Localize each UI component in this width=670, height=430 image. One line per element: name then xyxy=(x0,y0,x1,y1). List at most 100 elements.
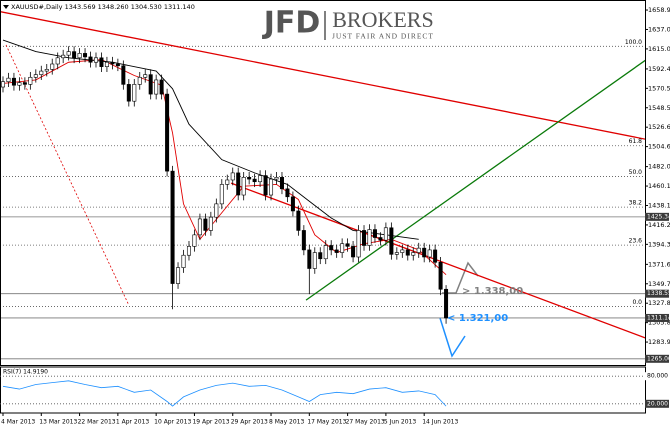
y-tick-label: 1283.91 xyxy=(648,338,670,346)
candle-body xyxy=(345,243,350,247)
candle-body xyxy=(1,81,6,88)
rsi-pane-border xyxy=(0,366,646,414)
y-tick-label: 1615.06 xyxy=(648,45,670,53)
brand-name: BROKERS xyxy=(332,7,433,32)
candle-body xyxy=(362,230,367,246)
rsi-level-box xyxy=(645,399,669,408)
candle-body xyxy=(367,229,372,246)
candle-body xyxy=(400,249,405,253)
trendline xyxy=(230,182,645,339)
candle-body xyxy=(334,249,339,253)
candle-body xyxy=(121,65,126,85)
x-tick-label: 27 May 2013 xyxy=(346,419,385,426)
symbol-marker xyxy=(3,5,9,9)
candle-body xyxy=(192,234,197,247)
y-tick-label: 1327.80 xyxy=(648,299,670,307)
candle-body xyxy=(203,218,208,231)
candle-body xyxy=(39,70,44,75)
candle-body xyxy=(181,254,186,268)
candle-body xyxy=(274,177,279,180)
candle-body xyxy=(50,63,55,70)
candle-body xyxy=(236,172,241,196)
x-tick-label: 4 Mar 2013 xyxy=(1,419,35,426)
candle-body xyxy=(77,53,82,59)
y-tick-label: 1438.19 xyxy=(648,201,670,209)
candle-body xyxy=(159,79,164,95)
annotation: > 1.338,00 xyxy=(462,286,523,297)
price-level-label: 1338.55 xyxy=(647,290,670,297)
candle-body xyxy=(296,210,301,231)
candle-body xyxy=(214,203,219,218)
candle-body xyxy=(170,170,175,284)
candle-body xyxy=(340,243,345,253)
candle-body xyxy=(225,179,230,185)
candle-body xyxy=(110,61,115,65)
candle-body xyxy=(165,93,170,172)
price-level-box xyxy=(645,212,669,221)
frame xyxy=(0,0,646,414)
brand-mark: JFD xyxy=(262,6,321,41)
trendline xyxy=(1,11,645,140)
rsi-level-label: 20.000 xyxy=(647,400,668,407)
x-tick-label: 22 Mar 2013 xyxy=(78,419,116,426)
candle-body xyxy=(115,63,120,67)
candle-body xyxy=(137,76,142,85)
price-level-label: 1425.34 xyxy=(647,213,670,220)
projection-up xyxy=(442,261,479,294)
candle-body xyxy=(230,172,235,181)
moving-average xyxy=(2,39,419,240)
candle-body xyxy=(356,230,361,258)
candle-body xyxy=(258,175,263,183)
main-pane-border xyxy=(0,0,646,366)
x-tick-label: 5 Jun 2013 xyxy=(384,419,416,426)
y-tick-label: 1526.63 xyxy=(648,123,670,131)
x-tick-label: 19 Apr 2013 xyxy=(192,419,229,426)
fib-label: 23.6 xyxy=(629,238,643,245)
y-tick-label: 1371.69 xyxy=(648,260,670,268)
candle-body xyxy=(427,249,432,258)
candle-body xyxy=(285,188,290,198)
y-tick-label: 1305.85 xyxy=(648,319,670,327)
x-tick-label: 10 Apr 2013 xyxy=(154,419,191,426)
candle-body xyxy=(126,84,131,102)
candle-body xyxy=(28,76,33,85)
candle-body xyxy=(186,246,191,256)
x-tick-label: 13 Mar 2013 xyxy=(39,419,77,426)
candle-body xyxy=(351,246,356,258)
main-pane xyxy=(1,11,645,360)
rsi-level-box xyxy=(645,372,669,381)
y-tick-label: 1592.45 xyxy=(648,65,670,73)
fib-label: 50.0 xyxy=(629,169,643,176)
candle-body xyxy=(143,74,148,78)
y-tick-label: 1416.24 xyxy=(648,221,670,229)
y-tick-label: 1637.02 xyxy=(648,25,670,33)
candle-body xyxy=(312,252,317,269)
annotation: < 1.321,00 xyxy=(447,313,508,324)
price-level-box xyxy=(645,313,669,322)
brand: JFD BROKERS JUST FAIR AND DIRECT xyxy=(262,6,434,41)
candle-body xyxy=(83,53,88,58)
candle-body xyxy=(323,245,328,260)
candle-body xyxy=(372,229,377,238)
candle-body xyxy=(72,51,77,59)
candle-body xyxy=(6,77,11,83)
x-tick-label: 8 May 2013 xyxy=(269,419,304,426)
rsi-line xyxy=(2,380,447,407)
candle-body xyxy=(17,82,22,86)
candle-body xyxy=(269,178,274,196)
candle-body xyxy=(290,196,295,212)
y-tick-label: 1394.30 xyxy=(648,240,670,248)
candle-body xyxy=(301,230,306,251)
candle-body xyxy=(433,249,438,263)
candle-body xyxy=(247,177,252,180)
x-tick-label: 29 Apr 2013 xyxy=(231,419,268,426)
y-tick-label: 1658.97 xyxy=(648,6,670,14)
candle-body xyxy=(318,252,323,260)
candle-body xyxy=(389,227,394,255)
candle-body xyxy=(383,227,388,241)
candle-body xyxy=(405,249,410,256)
candle-body xyxy=(148,74,153,95)
candle-body xyxy=(394,252,399,255)
